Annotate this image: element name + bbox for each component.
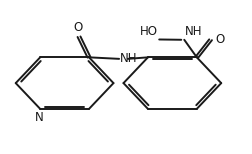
Text: HO: HO — [140, 25, 158, 38]
Text: NH: NH — [185, 25, 202, 38]
Text: N: N — [35, 111, 43, 124]
Text: O: O — [215, 33, 224, 46]
Text: O: O — [73, 21, 82, 34]
Text: NH: NH — [120, 52, 138, 65]
